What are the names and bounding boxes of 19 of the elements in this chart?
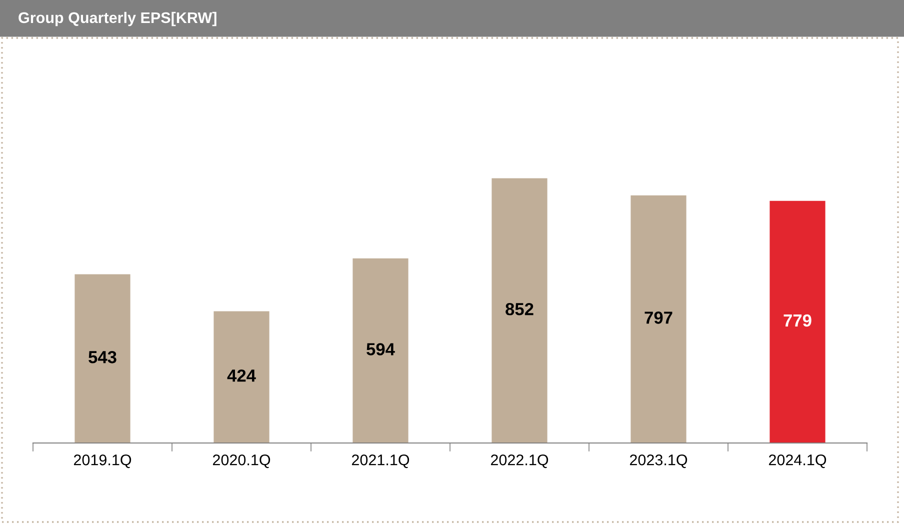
bar [214,311,270,443]
data-label: 797 [644,312,672,324]
x-tick-label: 2024.1Q [768,454,826,468]
data-label: 852 [506,302,534,316]
x-tick-label: 2020.1Q [212,454,270,468]
chart-title: Group Quarterly EPS[KRW] [18,12,216,26]
bar [74,274,130,443]
x-tick-label: 2022.1Q [490,454,548,468]
data-label: 424 [227,369,256,382]
data-label: 543 [88,351,116,364]
x-tick-label: 2023.1Q [630,454,688,468]
bar [770,200,826,443]
x-tick-label: 2019.1Q [74,454,132,468]
x-tick-label: 2021.1Q [352,454,410,468]
data-label: 779 [784,314,812,327]
bar [352,258,408,443]
data-label: 594 [366,343,395,356]
bar [630,195,686,443]
bar [492,178,548,443]
